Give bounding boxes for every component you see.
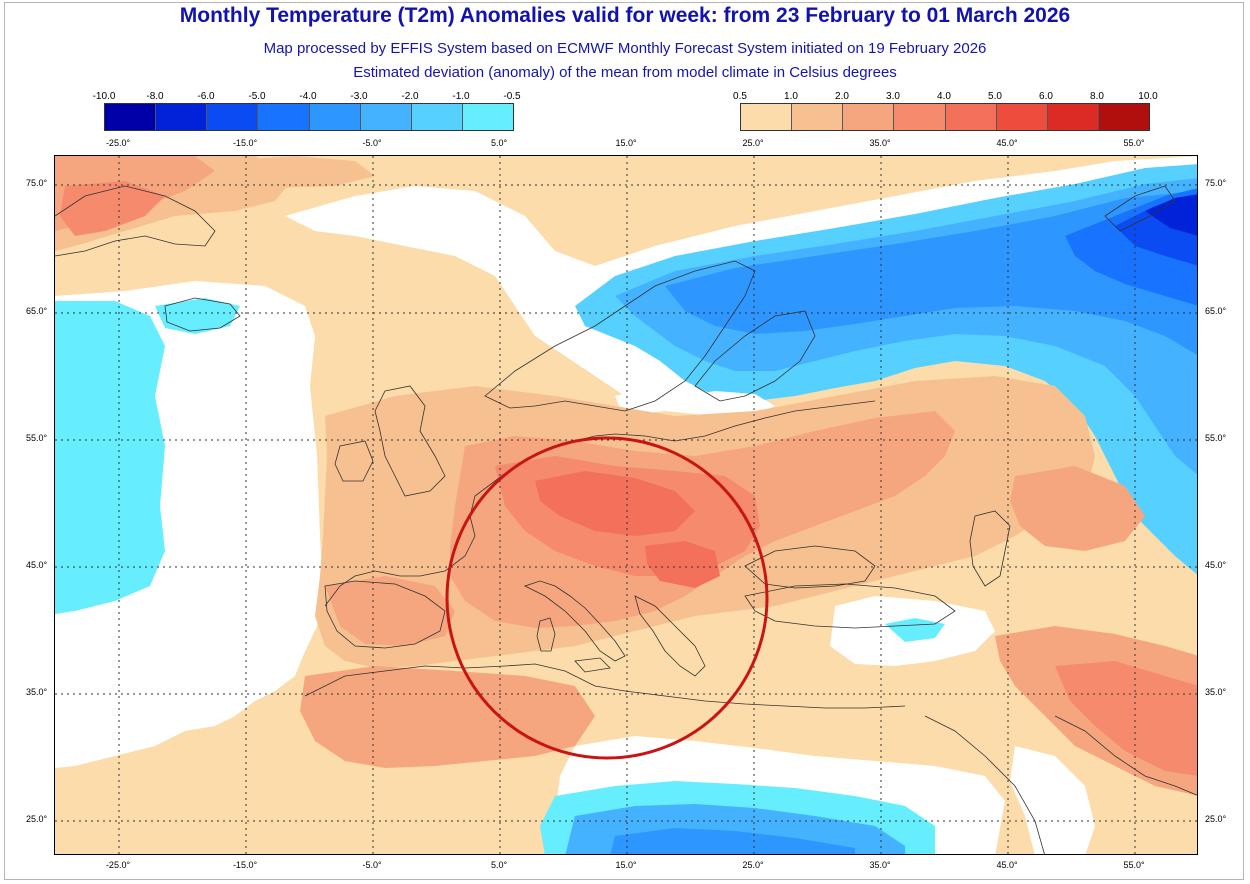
anomaly-map-svg: [55, 156, 1197, 854]
map-subtitle-units: Estimated deviation (anomaly) of the mea…: [353, 64, 897, 81]
coastlines: [55, 185, 1197, 854]
anomaly-fill-atlantic-sw-white: [55, 626, 100, 721]
latitude-label-right: 55.0°: [1205, 433, 1227, 443]
map-title: Monthly Temperature (T2m) Anomalies vali…: [179, 4, 1071, 27]
colorbar-negative-swatch: [360, 104, 412, 130]
colorbar-positive: [740, 103, 1150, 131]
anomaly-fill-svalbard-warm: [215, 156, 375, 188]
figure-frame: [4, 2, 1244, 880]
colorbar-positive-swatch: [996, 104, 1048, 130]
latitude-label-right: 45.0°: [1205, 560, 1227, 570]
colorbar-negative-label: -10.0: [92, 91, 116, 102]
anomaly-fill-atlantic-cyan: [55, 301, 165, 614]
colorbar-negative-label: -4.0: [299, 91, 317, 102]
longitude-label-bottom: 15.0°: [615, 860, 637, 870]
colorbar-positive-swatch: [792, 104, 844, 130]
latitude-label-left: 35.0°: [26, 687, 48, 697]
latitude-label-left: 65.0°: [26, 306, 48, 316]
colorbar-negative-label: -8.0: [146, 91, 164, 102]
longitude-label-bottom: 25.0°: [742, 860, 764, 870]
longitude-label-bottom: 5.0°: [490, 860, 508, 870]
colorbar-negative-swatch: [207, 104, 259, 130]
anomaly-fill-europe-warm4: [535, 471, 695, 536]
colorbar-positive-label: 1.0: [784, 91, 798, 102]
longitude-label-bottom: 55.0°: [1123, 860, 1145, 870]
colorbar-negative-swatch: [105, 104, 157, 130]
highlight-circle: [445, 436, 769, 760]
longitude-label-top: 35.0°: [869, 138, 891, 148]
colorbar-positive-swatch: [894, 104, 946, 130]
colorbar-positive-label: 4.0: [937, 91, 951, 102]
longitude-label-bottom: -15.0°: [232, 860, 258, 870]
longitude-label-top: 45.0°: [996, 138, 1018, 148]
colorbar-negative-swatch: [411, 104, 463, 130]
colorbar-positive-label: 3.0: [886, 91, 900, 102]
latitude-label-right: 35.0°: [1205, 687, 1227, 697]
colorbar-positive-label: 8.0: [1090, 91, 1104, 102]
longitude-label-top: 55.0°: [1123, 138, 1145, 148]
colorbar-positive-swatch: [843, 104, 895, 130]
longitude-label-top: -15.0°: [232, 138, 258, 148]
colorbar-positive-label: 5.0: [988, 91, 1002, 102]
anomaly-fill-mideast-warm2: [1055, 661, 1197, 776]
latitude-label-right: 65.0°: [1205, 306, 1227, 316]
longitude-label-bottom: -5.0°: [362, 860, 382, 870]
anomaly-fill-greenland-warm3: [60, 181, 165, 236]
latitude-label-left: 45.0°: [26, 560, 48, 570]
longitude-label-top: 5.0°: [490, 138, 508, 148]
colorbar-positive-swatch: [1098, 104, 1149, 130]
anomaly-fill-iceland-cyan: [155, 298, 240, 334]
latitude-label-right: 25.0°: [1205, 814, 1227, 824]
longitude-label-top: -25.0°: [105, 138, 131, 148]
longitude-label-top: -5.0°: [362, 138, 382, 148]
colorbar-negative-label: -6.0: [197, 91, 215, 102]
anomaly-fill-iran-warm: [1010, 466, 1145, 551]
anomaly-fill-north-blue2: [665, 191, 1197, 355]
colorbar-negative-label: -1.0: [452, 91, 470, 102]
colorbar-negative-swatch: [309, 104, 361, 130]
latitude-label-left: 75.0°: [26, 178, 48, 188]
colorbar-negative-swatch: [462, 104, 513, 130]
map-subtitle-processing: Map processed by EFFIS System based on E…: [263, 40, 987, 57]
longitude-label-top: 25.0°: [742, 138, 764, 148]
anomaly-fill-balkan-warm4: [645, 541, 720, 588]
colorbar-positive-swatch: [1047, 104, 1099, 130]
longitude-label-top: 15.0°: [615, 138, 637, 148]
anomaly-fill-nafrica-warm: [300, 666, 595, 768]
colorbar-negative-label: -0.5: [503, 91, 521, 102]
anomaly-fill-baltic-white: [615, 388, 775, 418]
latitude-label-right: 75.0°: [1205, 178, 1227, 188]
colorbar-negative-label: -3.0: [350, 91, 368, 102]
colorbar-positive-swatch: [945, 104, 997, 130]
longitude-label-bottom: 45.0°: [996, 860, 1018, 870]
colorbar-positive-label: 0.5: [733, 91, 747, 102]
anomaly-fill-iberia-warm: [325, 576, 455, 646]
colorbar-negative-swatch: [258, 104, 310, 130]
colorbar-positive-label: 10.0: [1138, 91, 1158, 102]
colorbar-positive-label: 6.0: [1039, 91, 1053, 102]
longitude-label-bottom: 35.0°: [869, 860, 891, 870]
colorbar-negative-label: -5.0: [248, 91, 266, 102]
colorbar-positive-swatch: [741, 104, 793, 130]
colorbar-positive-label: 2.0: [835, 91, 849, 102]
anomaly-fill-north-blue5: [1145, 194, 1197, 236]
colorbar-negative-label: -2.0: [401, 91, 419, 102]
latitude-label-left: 55.0°: [26, 433, 48, 443]
longitude-label-bottom: -25.0°: [105, 860, 131, 870]
anomaly-fill-sahara-blue2: [610, 828, 855, 854]
latitude-label-left: 25.0°: [26, 814, 48, 824]
colorbar-negative: [104, 103, 514, 131]
anomaly-map: [54, 155, 1198, 855]
colorbar-negative-swatch: [156, 104, 208, 130]
anomaly-fill-red-sea-white: [1010, 746, 1095, 854]
